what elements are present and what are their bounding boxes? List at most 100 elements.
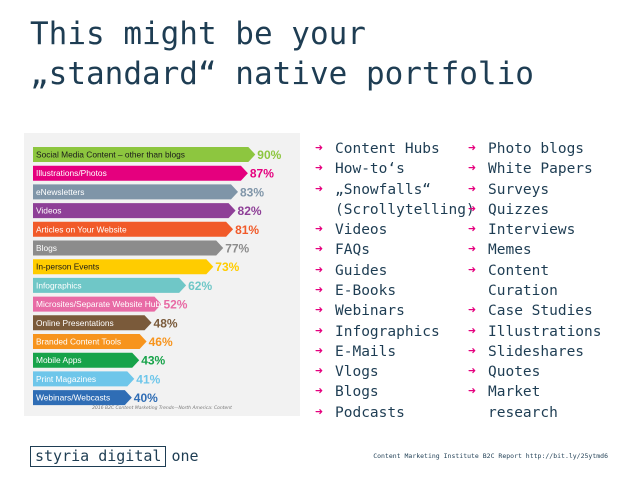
list-item-label: Videos xyxy=(335,222,388,239)
value-label: 87% xyxy=(250,167,274,181)
list-item: ➜ Blogs xyxy=(315,383,475,402)
list-item-label: Case Studies xyxy=(488,303,593,320)
category-label: Social Media Content – other than blogs xyxy=(36,150,185,160)
list-item-label: Photo blogs xyxy=(488,141,585,157)
category-label: Articles on Your Website xyxy=(36,224,127,234)
list-item: Curation xyxy=(468,282,602,301)
value-label: 52% xyxy=(163,298,187,312)
list-item: ➜ „Snowfalls“ xyxy=(315,181,475,200)
arrow-right-icon: ➜ xyxy=(315,181,323,197)
list-item-label: E-Books xyxy=(335,282,397,299)
list-item: ➜ E-Books xyxy=(315,282,475,301)
bar xyxy=(33,147,256,162)
list-item-label: FAQs xyxy=(335,242,370,259)
bar xyxy=(33,165,248,181)
value-label: 81% xyxy=(235,223,259,237)
arrow-right-icon: ➜ xyxy=(315,404,323,420)
arrow-right-icon: ➜ xyxy=(468,262,476,278)
arrow-right-icon: ➜ xyxy=(468,303,476,319)
list-item-label: Surveys xyxy=(488,181,550,198)
category-label: Print Magazines xyxy=(36,374,96,384)
arrow-right-icon: ➜ xyxy=(315,282,323,298)
list-item-label: Quizzes xyxy=(488,201,550,218)
list-item: ➜ How-to‘s xyxy=(315,160,475,179)
list-item: ➜ Content xyxy=(468,262,602,281)
list-item: ➜ Illustrations xyxy=(468,323,602,342)
list-item-label: (Scrollytelling) xyxy=(335,201,475,218)
content-types-list-right: ➜ Photo blogs ➜ White Papers ➜ Surveys ➜ Quizze… xyxy=(468,140,602,424)
list-item: ➜ Quizzes xyxy=(468,201,602,220)
category-label: Infographics xyxy=(36,280,82,290)
bar xyxy=(33,390,132,406)
list-item-label: Guides xyxy=(335,262,388,279)
list-item: (Scrollytelling) xyxy=(315,201,475,220)
list-item-label: Podcasts xyxy=(335,404,405,421)
value-label: 82% xyxy=(238,204,262,218)
value-label: 73% xyxy=(215,260,239,274)
bar xyxy=(33,315,152,331)
arrow-right-icon: ➜ xyxy=(315,161,323,177)
source-footer: Content Marketing Institute B2C Report h… xyxy=(373,452,608,460)
list-item-label: Memes xyxy=(488,242,532,259)
arrow-right-icon: ➜ xyxy=(315,242,323,258)
list-item: ➜ Memes xyxy=(468,241,602,260)
value-label: 77% xyxy=(225,242,249,256)
list-item-label: Vlogs xyxy=(335,364,379,381)
arrow-right-icon: ➜ xyxy=(315,141,323,156)
arrow-right-icon: ➜ xyxy=(468,141,476,156)
styria-digital-one-logo: styria digital one xyxy=(30,445,199,467)
logo-box-text: styria digital xyxy=(30,445,167,467)
category-label: Webinars/Webcasts xyxy=(36,393,110,403)
bar-chart: Social Media Content – other than blogs 9… xyxy=(24,133,300,416)
list-item-label: Blogs xyxy=(335,384,379,401)
arrow-right-icon: ➜ xyxy=(468,242,476,258)
list-item: ➜ White Papers xyxy=(468,160,602,179)
list-item: ➜ Videos xyxy=(315,221,475,240)
list-item: ➜ Photo blogs xyxy=(468,140,602,159)
list-item-label: How-to‘s xyxy=(335,161,405,178)
title-line-1: This might be your xyxy=(30,16,366,52)
arrow-right-icon: ➜ xyxy=(315,343,323,359)
bar xyxy=(33,203,236,219)
list-item-label: Webinars xyxy=(335,303,405,320)
value-label: 90% xyxy=(257,148,281,162)
value-label: 40% xyxy=(134,391,158,405)
list-item: research xyxy=(468,404,602,423)
arrow-right-icon: ➜ xyxy=(315,384,323,400)
category-label: Microsites/Separate Website Hubs xyxy=(36,299,164,309)
arrow-right-icon: ➜ xyxy=(315,323,323,339)
arrow-right-icon: ➜ xyxy=(468,384,476,400)
category-label: Illustrations/Photos xyxy=(36,168,107,178)
arrow-right-icon: ➜ xyxy=(468,161,476,177)
title-line-2: „standard“ native portfolio xyxy=(30,56,534,92)
bar xyxy=(33,277,187,293)
list-item-label: Market xyxy=(488,384,541,401)
category-label: Videos xyxy=(36,206,61,216)
bar xyxy=(33,184,239,200)
value-label: 41% xyxy=(136,372,160,386)
category-label: Mobile Apps xyxy=(36,355,82,365)
bar xyxy=(33,296,162,312)
bar xyxy=(33,334,147,349)
arrow-right-icon: ➜ xyxy=(468,364,476,380)
logo-suffix: one xyxy=(171,447,199,465)
list-item-label: White Papers xyxy=(488,161,593,178)
bar xyxy=(33,240,224,256)
value-label: 46% xyxy=(149,335,173,349)
list-item: ➜ Guides xyxy=(315,262,475,281)
list-item: ➜ FAQs xyxy=(315,241,475,260)
arrow-right-icon: ➜ xyxy=(468,343,476,359)
bar xyxy=(33,221,234,237)
list-item-label: „Snowfalls“ xyxy=(335,181,432,198)
arrow-right-icon: ➜ xyxy=(468,323,476,339)
list-item-label: E-Mails xyxy=(335,343,397,360)
slide-title: This might be your „standard“ native por… xyxy=(30,14,630,94)
list-item-label: Content Hubs xyxy=(335,141,440,157)
list-item: ➜ Quotes xyxy=(468,363,602,382)
value-label: 62% xyxy=(188,279,212,293)
list-item-label: Content xyxy=(488,262,550,279)
list-item-label: Infographics xyxy=(335,323,440,340)
arrow-right-icon: ➜ xyxy=(315,222,323,238)
category-label: Branded Content Tools xyxy=(36,337,121,347)
list-item: ➜ Vlogs xyxy=(315,363,475,382)
